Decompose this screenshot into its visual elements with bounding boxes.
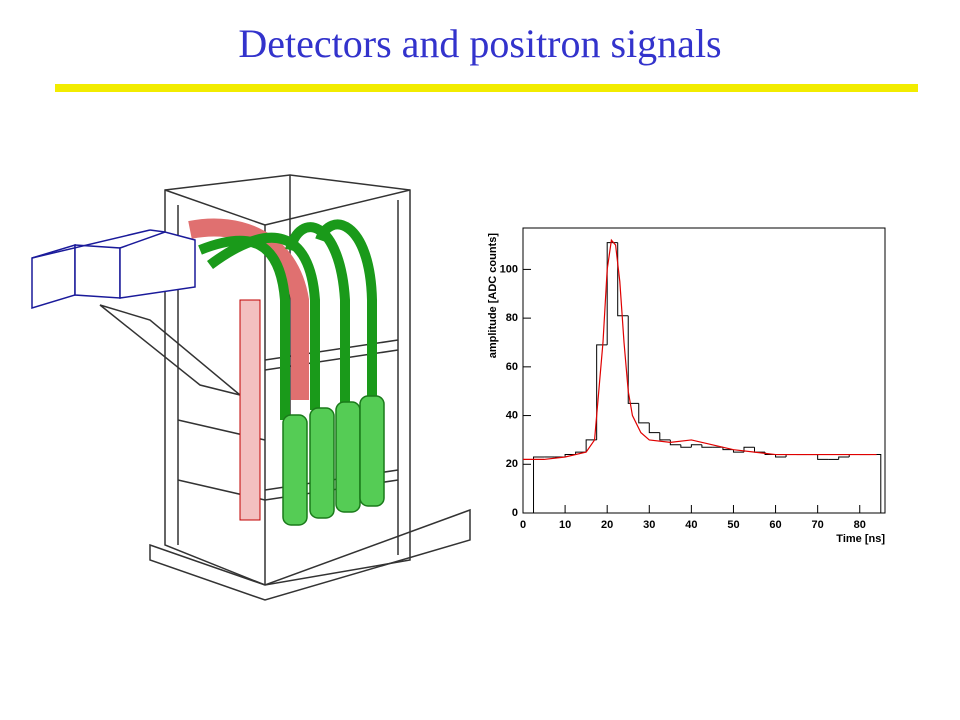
x-tick-label: 60: [769, 519, 781, 531]
y-axis-title: amplitude [ADC counts]: [487, 233, 499, 359]
histogram-bin: [838, 456, 850, 460]
histogram-bin: [533, 456, 545, 513]
histogram-bin: [585, 439, 597, 453]
histogram-bin: [669, 439, 681, 446]
plot-frame: [522, 227, 886, 514]
slide-title: Detectors and positron signals: [238, 21, 721, 66]
histogram-bin: [817, 454, 829, 460]
y-tick-label: 40: [506, 409, 518, 421]
histogram-bin: [627, 315, 639, 404]
y-tick-label: 20: [506, 458, 518, 470]
histogram-bin: [638, 403, 650, 424]
x-tick-label: 50: [727, 519, 739, 531]
histogram-bin: [732, 449, 744, 453]
x-axis-title: Time [ns]: [836, 533, 885, 545]
x-tick-label: 20: [601, 519, 613, 531]
histogram-bin: [564, 454, 576, 457]
histogram-bin: [701, 444, 713, 448]
x-tick-label: 30: [643, 519, 655, 531]
histogram-bin: [596, 344, 608, 440]
x-tick-label: 40: [685, 519, 697, 531]
detector-drawing: [31, 174, 471, 601]
x-tick-label: 0: [520, 519, 526, 531]
histogram-bin: [680, 444, 692, 448]
y-tick-label: 60: [506, 361, 518, 373]
histogram-bin: [659, 432, 671, 441]
histogram-plot: 0 20 40 60 80 100 0 10 20 30 40 50 60 70 80 Time [ns] am…: [487, 227, 886, 545]
histogram-bin: [575, 451, 587, 455]
histogram-bin: [754, 447, 766, 453]
y-tick-label: 80: [506, 312, 518, 324]
y-tick-label: 100: [500, 263, 518, 275]
histogram-bin: [870, 454, 882, 513]
histogram-bin: [722, 447, 734, 451]
x-tick-label: 10: [559, 519, 571, 531]
histogram-bin: [775, 454, 787, 458]
x-tick-label: 70: [812, 519, 824, 531]
histogram-bin: [648, 422, 660, 434]
x-tick-label: 80: [854, 519, 866, 531]
fit-curve: [523, 238, 877, 461]
histogram-bin: [690, 444, 702, 448]
y-tick-label: 0: [512, 507, 518, 519]
